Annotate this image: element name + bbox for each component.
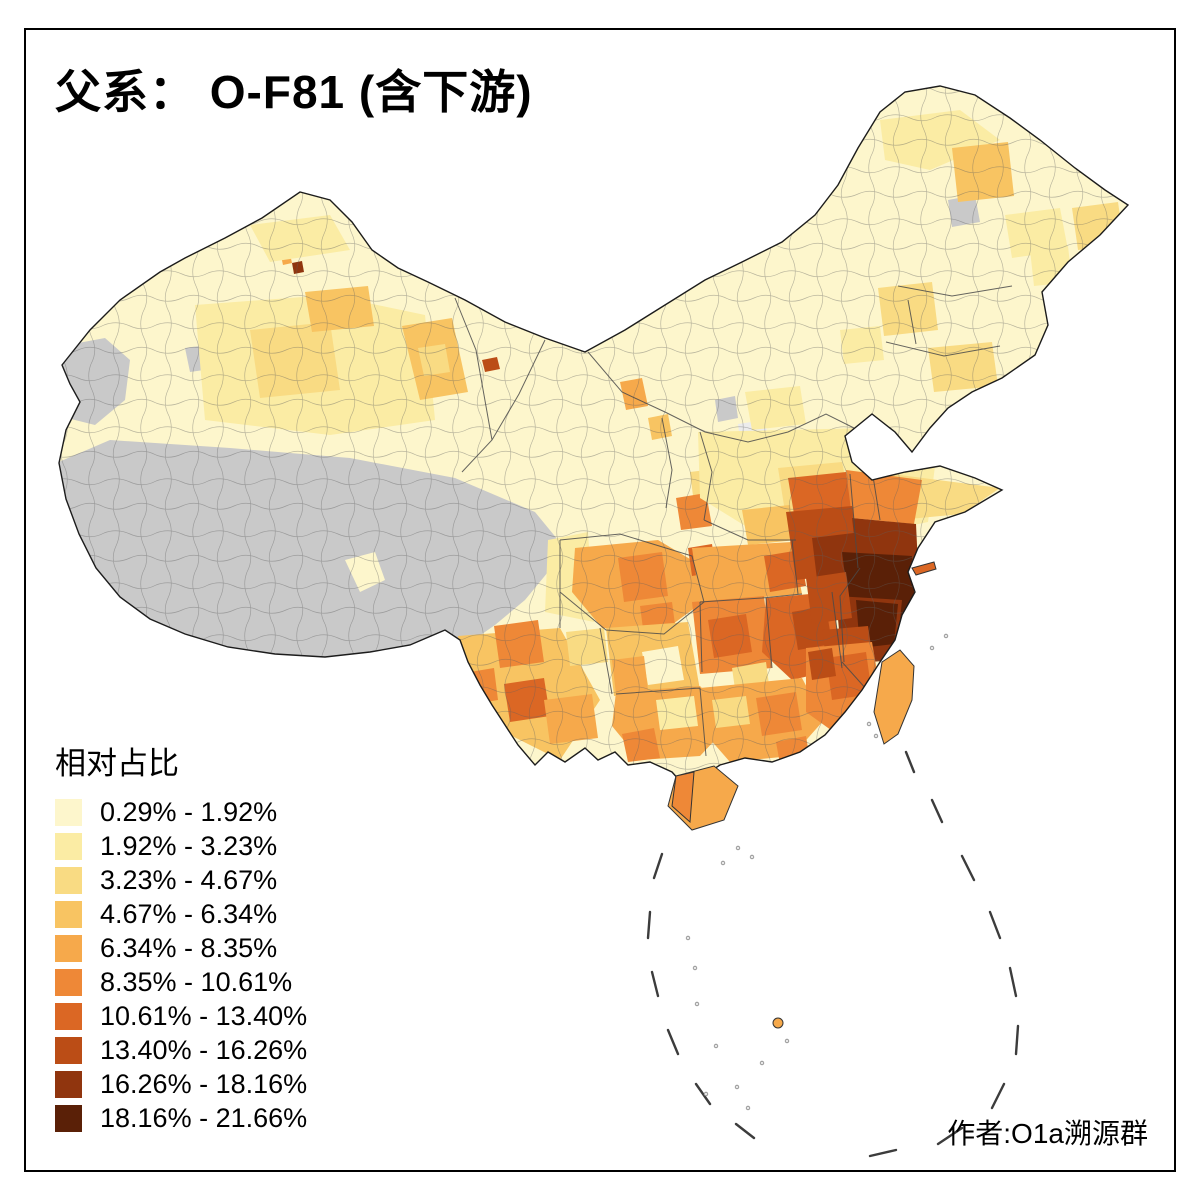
legend-row: 13.40% - 16.26%	[55, 1037, 307, 1064]
legend-row: 6.34% - 8.35%	[55, 935, 307, 962]
legend-swatch	[55, 1071, 82, 1098]
legend-swatch	[55, 935, 82, 962]
legend-row: 0.29% - 1.92%	[55, 799, 307, 826]
legend-title: 相对占比	[55, 746, 179, 781]
legend-swatch	[55, 969, 82, 996]
legend-row: 18.16% - 21.66%	[55, 1105, 307, 1132]
legend: 相对占比 0.29% - 1.92% 1.92% - 3.23% 3.23% -…	[55, 738, 307, 1139]
legend-label: 8.35% - 10.61%	[100, 967, 293, 997]
legend-row: 10.61% - 13.40%	[55, 1003, 307, 1030]
legend-label: 1.92% - 3.23%	[100, 831, 278, 861]
legend-label: 6.34% - 8.35%	[100, 933, 278, 963]
map-fill-layer	[59, 86, 1128, 790]
legend-swatch	[55, 867, 82, 894]
legend-label: 3.23% - 4.67%	[100, 865, 278, 895]
nine-dash-line	[646, 750, 1020, 1158]
legend-label: 16.26% - 18.16%	[100, 1069, 308, 1099]
author-credit: 作者:O1a溯源群	[947, 1118, 1148, 1149]
island-taiwan	[873, 649, 915, 745]
legend-row: 8.35% - 10.61%	[55, 969, 307, 996]
legend-row: 3.23% - 4.67%	[55, 867, 307, 894]
small-islands	[685, 633, 949, 1111]
islands	[667, 561, 937, 1029]
legend-swatch	[55, 901, 82, 928]
prefecture-border-texture	[59, 86, 1128, 790]
legend-row: 16.26% - 18.16%	[55, 1071, 307, 1098]
legend-label: 10.61% - 13.40%	[100, 1001, 308, 1031]
island-chongming	[911, 561, 937, 576]
island-orange-dot	[772, 1017, 784, 1029]
legend-row: 1.92% - 3.23%	[55, 833, 307, 860]
province-borders	[454, 285, 1013, 757]
legend-row: 4.67% - 6.34%	[55, 901, 307, 928]
legend-label: 13.40% - 16.26%	[100, 1035, 308, 1065]
legend-label: 18.16% - 21.66%	[100, 1103, 308, 1133]
legend-swatch	[55, 1105, 82, 1132]
legend-label: 4.67% - 6.34%	[100, 899, 278, 929]
legend-swatch	[55, 833, 82, 860]
page-title: 父系： O-F81 (含下游)	[55, 66, 533, 118]
legend-label: 0.29% - 1.92%	[100, 797, 278, 827]
china-border-outline	[58, 85, 1130, 792]
legend-swatch	[55, 799, 82, 826]
legend-swatch	[55, 1037, 82, 1064]
legend-swatch	[55, 1003, 82, 1030]
